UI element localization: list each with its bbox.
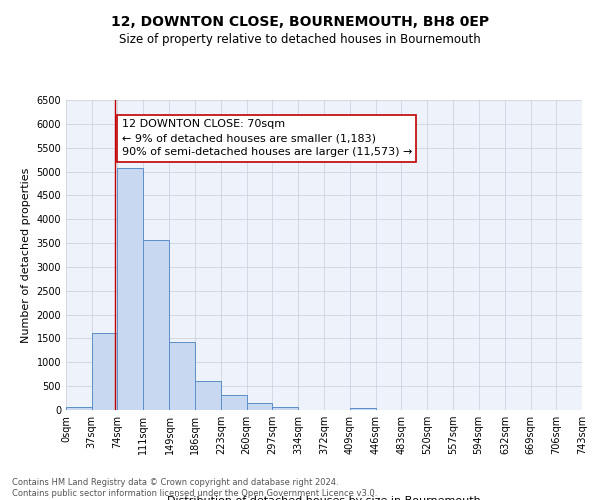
Bar [118,168,143,410]
X-axis label: Distribution of detached houses by size in Bournemouth: Distribution of detached houses by size … [167,496,481,500]
Bar [143,240,169,410]
Text: Size of property relative to detached houses in Bournemouth: Size of property relative to detached ho… [119,32,481,46]
Bar [350,408,376,410]
Text: 12, DOWNTON CLOSE, BOURNEMOUTH, BH8 0EP: 12, DOWNTON CLOSE, BOURNEMOUTH, BH8 0EP [111,15,489,29]
Bar [169,342,195,410]
Bar [195,381,221,410]
Bar [92,332,118,410]
Text: 12 DOWNTON CLOSE: 70sqm
← 9% of detached houses are smaller (1,183)
90% of semi-: 12 DOWNTON CLOSE: 70sqm ← 9% of detached… [122,119,412,157]
Bar [272,407,298,410]
Text: Contains HM Land Registry data © Crown copyright and database right 2024.
Contai: Contains HM Land Registry data © Crown c… [12,478,377,498]
Bar [247,404,272,410]
Bar [66,407,92,410]
Bar [221,395,247,410]
Y-axis label: Number of detached properties: Number of detached properties [21,168,31,342]
